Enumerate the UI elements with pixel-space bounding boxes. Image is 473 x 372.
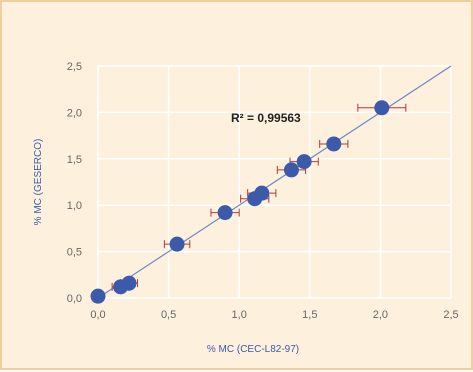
x-tick-label: 2,5 <box>443 309 458 321</box>
x-tick-labels: 0,0 0,5 1,0 1,5 2,0 2,5 <box>90 309 458 321</box>
y-tick-label: 2,5 <box>67 61 82 73</box>
y-tick-labels: 0,0 0,5 1,0 1,5 2,0 2,5 <box>67 61 82 305</box>
data-point <box>217 205 233 221</box>
data-points <box>90 100 390 304</box>
x-tick-label: 0,0 <box>90 309 105 321</box>
x-axis-title: % MC (CEC-L82-97) <box>207 344 299 355</box>
trendline <box>97 65 452 299</box>
x-tick-label: 2,0 <box>373 309 388 321</box>
data-point <box>169 236 185 252</box>
y-tick-label: 0,5 <box>67 247 82 259</box>
data-point <box>90 288 106 304</box>
y-tick-label: 2,0 <box>67 107 82 119</box>
data-point <box>296 154 312 170</box>
data-point <box>283 162 299 178</box>
x-tick-label: 1,5 <box>302 309 317 321</box>
r-squared-annotation: R² = 0,99563 <box>231 111 301 125</box>
x-tick-label: 0,5 <box>161 309 176 321</box>
y-axis-title: % MC (GESERCO) <box>33 139 44 226</box>
grid-lines <box>97 65 452 299</box>
y-tick-label: 0,0 <box>67 293 82 305</box>
data-point <box>254 185 270 201</box>
data-point <box>374 100 390 116</box>
trendline-group <box>97 65 452 299</box>
y-tick-label: 1,0 <box>67 200 82 212</box>
y-tick-label: 1,5 <box>67 154 82 166</box>
x-tick-label: 1,0 <box>232 309 247 321</box>
data-point <box>121 275 137 291</box>
data-point <box>326 136 342 152</box>
